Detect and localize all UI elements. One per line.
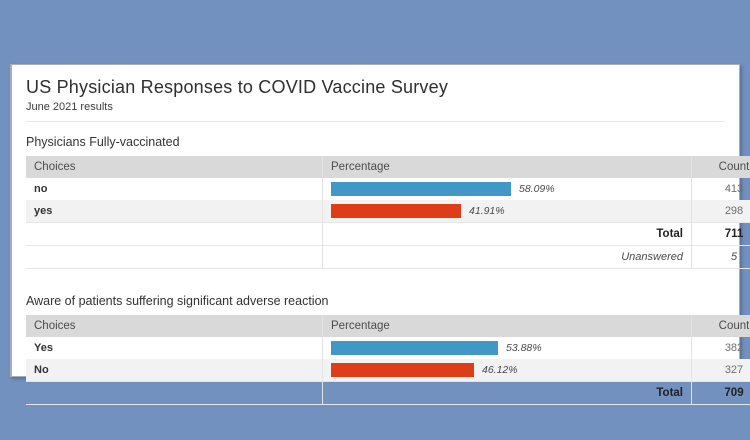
choice-label: Yes xyxy=(34,342,53,354)
count-value: 413 xyxy=(691,178,750,200)
unanswered-label: Unanswered xyxy=(322,245,692,269)
column-header-count: Count xyxy=(691,315,750,337)
percentage-bar xyxy=(331,341,498,355)
count-value: 298 xyxy=(691,200,750,223)
percentage-bar xyxy=(331,182,511,196)
total-row: Total 709 xyxy=(26,381,750,405)
percentage-bar xyxy=(331,204,461,218)
empty-cell xyxy=(26,381,323,405)
table-row: No 46.12% 327 xyxy=(26,359,750,382)
percentage-label: 46.12% xyxy=(482,364,518,376)
column-header-percentage: Percentage xyxy=(322,315,692,337)
percentage-label: 58.09% xyxy=(519,183,555,195)
choice-label: no xyxy=(34,183,48,195)
total-count: 711 xyxy=(691,222,750,246)
survey-results-card: US Physician Responses to COVID Vaccine … xyxy=(10,64,750,405)
empty-cell xyxy=(26,222,323,246)
table-row: no 58.09% 413 xyxy=(26,178,750,200)
column-header-choices: Choices xyxy=(26,156,323,178)
total-count: 709 xyxy=(691,381,750,405)
page-subtitle: June 2021 results xyxy=(26,101,113,113)
percentage-label: 53.88% xyxy=(506,342,542,354)
total-row: Total 711 xyxy=(26,222,750,246)
page-title: US Physician Responses to COVID Vaccine … xyxy=(26,77,449,97)
percentage-label: 41.91% xyxy=(469,205,505,217)
table-header-row: Choices Percentage Count xyxy=(26,315,750,337)
section-title-fully-vaccinated: Physicians Fully-vaccinated xyxy=(26,135,180,149)
unanswered-row: Unanswered 5 xyxy=(26,245,750,269)
results-table-fully-vaccinated: Choices Percentage Count no 58.09% 413 y… xyxy=(26,156,750,269)
header-divider xyxy=(26,121,725,122)
count-value: 327 xyxy=(691,359,750,382)
column-header-percentage: Percentage xyxy=(322,156,692,178)
count-value: 382 xyxy=(691,337,750,359)
column-header-count: Count xyxy=(691,156,750,178)
table-row: yes 41.91% 298 xyxy=(26,200,750,223)
results-table-adverse-reaction: Choices Percentage Count Yes 53.88% 382 … xyxy=(26,315,750,405)
section-title-adverse-reaction: Aware of patients suffering significant … xyxy=(26,294,329,308)
unanswered-count: 5 xyxy=(691,245,750,269)
table-row: Yes 53.88% 382 xyxy=(26,337,750,359)
table-header-row: Choices Percentage Count xyxy=(26,156,750,178)
choice-label: No xyxy=(26,359,323,382)
total-label: Total xyxy=(322,381,692,405)
choice-label: yes xyxy=(26,200,323,223)
column-header-choices: Choices xyxy=(26,315,323,337)
percentage-bar xyxy=(331,363,474,377)
total-label: Total xyxy=(322,222,692,246)
empty-cell xyxy=(26,245,323,269)
